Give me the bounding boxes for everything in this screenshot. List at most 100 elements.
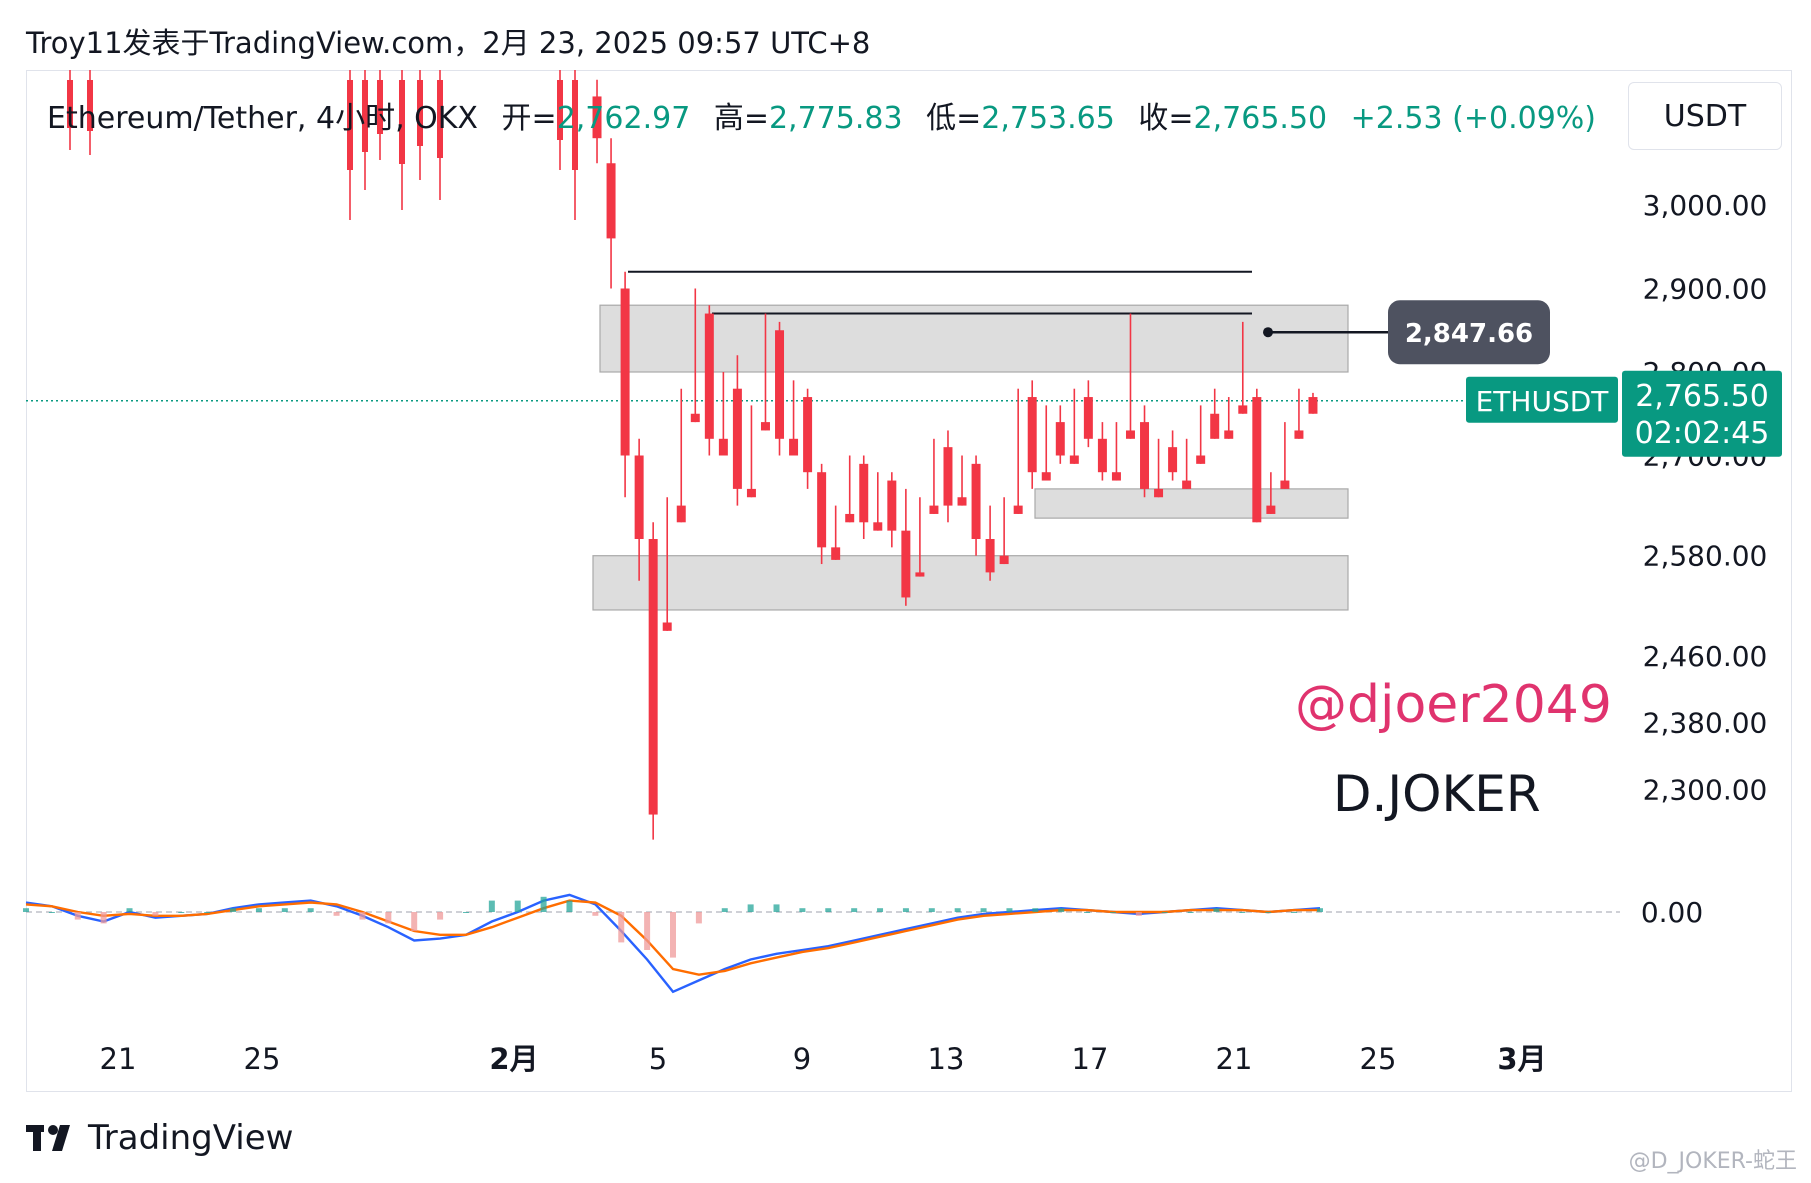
time-axis-label: 13 [928, 1042, 965, 1076]
tradingview-icon [26, 1125, 70, 1151]
macd-histogram-bar [721, 908, 728, 912]
candle-body [732, 388, 742, 489]
legend-close: 2,765.50 [1193, 101, 1328, 136]
macd-histogram-bar [1006, 908, 1013, 912]
candle-body [1196, 455, 1206, 464]
candle-body [1013, 505, 1023, 514]
tradingview-logo[interactable]: TradingView [26, 1118, 293, 1158]
price-callout-label: 2,847.66 [1405, 319, 1533, 349]
candle-body [873, 522, 883, 531]
candle-body [557, 80, 563, 140]
time-axis-label: 2月 [489, 1042, 538, 1076]
macd-histogram-bar [411, 912, 418, 931]
candle-body [1125, 430, 1135, 439]
candle-body [1280, 480, 1290, 489]
candle-body [347, 80, 353, 170]
candle-body [1266, 505, 1276, 514]
macd-histogram-bar [1187, 912, 1194, 913]
macd-histogram-bar [825, 908, 832, 912]
macd-histogram-bar [954, 908, 961, 912]
watermark-handle: @djoer2049 [1295, 675, 1612, 735]
time-axis-label: 25 [1360, 1042, 1397, 1076]
countdown-label: 02:02:45 [1635, 416, 1770, 451]
macd-histogram-bar [799, 908, 806, 912]
ohlc-legend: Ethereum/Tether, 4小时, OKX 开=2,762.97 高=2… [47, 93, 1596, 137]
time-axis-label: 5 [649, 1042, 667, 1076]
candle-body [1154, 488, 1164, 498]
candle-body [915, 572, 925, 577]
candle-body [87, 80, 93, 131]
time-axis-label: 17 [1072, 1042, 1109, 1076]
candle-body [417, 80, 423, 146]
candle-body [437, 80, 443, 158]
price-axis-label: 2,900.00 [1643, 273, 1768, 306]
macd-histogram-bar [462, 912, 469, 913]
candle-body [377, 80, 383, 134]
candle-body [1168, 447, 1178, 473]
macd-histogram-bar [695, 912, 702, 924]
time-axis-label: 25 [244, 1042, 281, 1076]
candle-body [999, 555, 1009, 565]
legend-open-label: 开= [501, 101, 557, 136]
watermark-name: D.JOKER [1333, 765, 1541, 823]
candle-body [971, 463, 981, 539]
candle-body [690, 413, 700, 423]
legend-close-label: 收= [1138, 101, 1194, 136]
candle-body [1027, 397, 1037, 473]
candle-body [718, 438, 728, 456]
candle-body [1308, 397, 1318, 414]
candle-body [1083, 397, 1093, 439]
price-callout [1388, 300, 1550, 365]
candle-body [572, 80, 578, 170]
candle-body [817, 472, 827, 548]
time-axis-label: 3月 [1497, 1042, 1546, 1076]
legend-low-label: 低= [926, 101, 982, 136]
candle-body [803, 397, 813, 473]
last-price-badge [1622, 370, 1782, 457]
legend-change: +2.53 (+0.09%) [1350, 101, 1596, 136]
macd-histogram-bar [1265, 912, 1272, 913]
chart-frame[interactable] [26, 70, 1792, 1092]
corner-watermark: @D_JOKER-蛇王 [1628, 1149, 1797, 1174]
macd-histogram-bar [281, 908, 288, 912]
macd-histogram-bar [1058, 908, 1065, 912]
support-resistance-zone [592, 555, 1349, 611]
candle-body [901, 530, 911, 598]
macd-histogram-bar [928, 908, 935, 912]
time-axis-label: 21 [100, 1042, 137, 1076]
candle-body [985, 539, 995, 573]
macd-histogram-bar [48, 912, 55, 913]
price-axis-label: 2,300.00 [1643, 774, 1768, 807]
tradingview-brand: TradingView [88, 1118, 294, 1158]
candle-body [1294, 430, 1304, 439]
macd-histogram-bar [566, 900, 573, 912]
legend-high-label: 高= [713, 101, 769, 136]
macd-histogram-bar [437, 912, 444, 920]
macd-histogram-bar [1109, 912, 1116, 913]
candle-body [845, 513, 855, 523]
macd-histogram-bar [644, 912, 651, 950]
macd-histogram-bar [877, 908, 884, 912]
legend-open: 2,762.97 [556, 101, 691, 136]
macd-histogram-bar [23, 908, 29, 912]
currency-unit-button[interactable]: USDT [1628, 82, 1782, 150]
candle-body [859, 463, 869, 523]
candle-body [775, 330, 785, 439]
macd-histogram-bar [592, 912, 599, 916]
time-axis-label: 21 [1216, 1042, 1253, 1076]
macd-histogram-bar [980, 908, 987, 912]
macd-histogram-bar [255, 908, 262, 912]
candle-body [704, 313, 714, 439]
price-axis-label: 2,460.00 [1643, 640, 1768, 673]
candle-body [831, 547, 841, 560]
candle-body [1069, 455, 1079, 464]
candle-body [399, 80, 405, 164]
legend-low: 2,753.65 [981, 101, 1115, 136]
macd-histogram-bar [1239, 912, 1246, 913]
candle-body [1041, 472, 1051, 481]
macd-histogram-bar [670, 912, 676, 958]
candle-body [1224, 430, 1234, 439]
macd-histogram-bar [618, 912, 625, 943]
macd-histogram-bar [1317, 908, 1323, 912]
